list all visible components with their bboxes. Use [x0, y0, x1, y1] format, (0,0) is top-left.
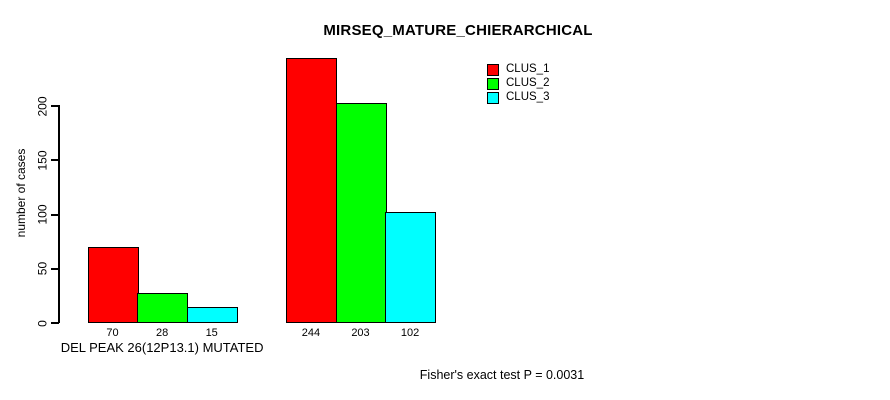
bar-value-label: 15 — [205, 327, 218, 339]
y-tick-label: 0 — [35, 319, 50, 327]
bar-clus_3-group2 — [385, 212, 437, 323]
chart-title: MIRSEQ_MATURE_CHIERARCHICAL — [323, 22, 593, 39]
bar-clus_2-group2 — [335, 102, 387, 323]
y-axis-label: number of cases — [14, 148, 28, 238]
legend: CLUS_1 CLUS_2 CLUS_3 — [487, 63, 549, 104]
legend-swatch-icon — [487, 91, 499, 104]
y-tick-label: 50 — [35, 262, 50, 276]
y-tick-label: 100 — [35, 204, 50, 225]
legend-item-clus_1: CLUS_1 — [487, 63, 549, 76]
legend-item-clus_3: CLUS_3 — [487, 91, 549, 104]
bar-clus_2-group1 — [137, 292, 189, 323]
legend-label: CLUS_1 — [506, 63, 550, 75]
y-tick-mark — [51, 267, 59, 270]
legend-swatch-icon — [487, 77, 499, 90]
y-tick-label: 200 — [35, 95, 50, 117]
legend-label: CLUS_3 — [506, 91, 550, 103]
bar-value-label: 70 — [106, 327, 119, 339]
legend-label: CLUS_2 — [506, 77, 550, 89]
legend-swatch-icon — [487, 63, 499, 76]
category-label: DEL PEAK 26(12P13.1) MUTATED — [60, 340, 264, 355]
legend-item-clus_2: CLUS_2 — [487, 77, 549, 90]
y-tick-label: 150 — [35, 150, 50, 171]
y-tick-mark — [51, 105, 59, 107]
bar-value-label: 203 — [351, 327, 370, 339]
y-tick-mark — [51, 159, 59, 162]
y-tick-mark — [51, 213, 59, 216]
footnote-text: Fisher's exact test P = 0.0031 — [419, 368, 585, 382]
bar-value-label: 102 — [400, 327, 420, 339]
bar-clus_1-group2 — [286, 58, 338, 323]
bar-value-label: 244 — [301, 327, 321, 339]
bar-clus_1-group1 — [87, 247, 139, 323]
y-tick-mark — [51, 322, 59, 324]
y-axis-line — [58, 105, 60, 323]
bar-clus_3-group1 — [186, 306, 238, 323]
bar-value-label: 28 — [155, 327, 169, 339]
